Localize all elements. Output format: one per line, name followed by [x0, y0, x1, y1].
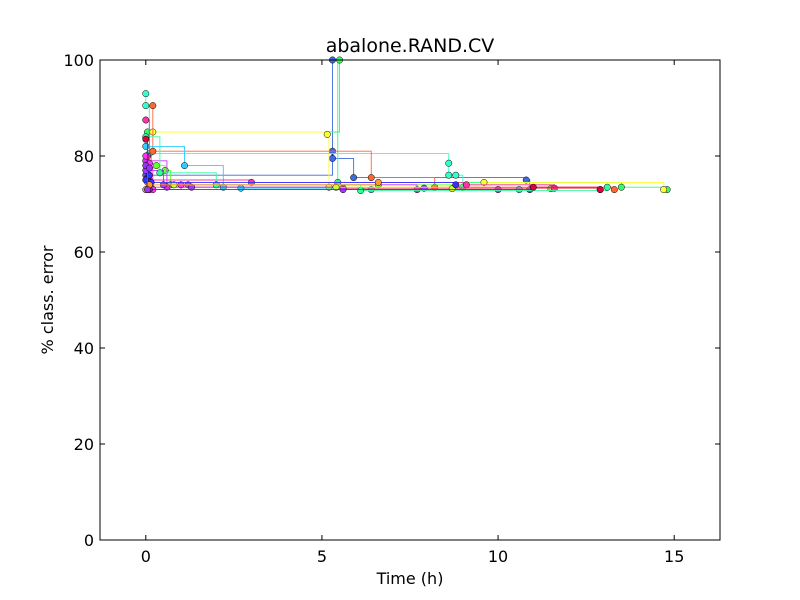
data-point [188, 183, 196, 191]
data-point [329, 154, 336, 162]
data-point [149, 147, 157, 155]
x-axis-title: Time (h) [376, 569, 444, 588]
y-tick-label: 80 [74, 147, 94, 166]
data-point [480, 178, 488, 186]
data-point [529, 183, 537, 191]
data-point [142, 152, 150, 160]
x-tick-label: 0 [141, 547, 151, 566]
data-point [149, 102, 157, 110]
data-point [367, 174, 375, 182]
chart-title: abalone.RAND.CV [326, 35, 495, 57]
y-axis: 0 20 40 60 80 100 [63, 51, 720, 550]
x-tick-label: 5 [317, 547, 327, 566]
y-tick-label: 0 [84, 531, 94, 550]
y-tick-label: 40 [74, 339, 94, 358]
data-point [617, 183, 625, 191]
data-point [350, 174, 358, 182]
data-point [332, 183, 340, 191]
data-point [610, 186, 618, 194]
series-17 [142, 162, 153, 194]
data-point [445, 171, 453, 179]
data-point [156, 169, 164, 177]
plot-frame [99, 59, 721, 541]
data-point [323, 130, 331, 138]
data-point [596, 186, 604, 194]
y-tick-label: 60 [74, 243, 94, 262]
data-point [462, 181, 470, 189]
data-point [142, 116, 150, 124]
data-point [603, 183, 611, 191]
data-point [357, 187, 365, 195]
data-point [142, 135, 150, 143]
plot-area [100, 60, 720, 540]
x-tick-label: 15 [664, 547, 684, 566]
y-axis-title: % class. error [38, 245, 57, 354]
data-point [145, 171, 153, 179]
data-point [142, 90, 150, 98]
data-point [374, 178, 382, 186]
data-point [452, 171, 460, 179]
y-tick-label: 100 [63, 51, 94, 70]
x-axis: 0 5 10 15 [141, 60, 684, 566]
data-point [445, 159, 453, 167]
data-point [181, 162, 188, 170]
data-point [144, 186, 152, 194]
x-tick-label: 10 [488, 547, 508, 566]
data-point [660, 186, 668, 194]
data-point [237, 184, 245, 192]
data-point [145, 164, 153, 172]
data-point [142, 142, 150, 150]
data-point [452, 181, 460, 189]
series-layer [142, 56, 671, 195]
data-point [522, 176, 530, 184]
y-tick-label: 20 [74, 435, 94, 454]
data-point [152, 162, 160, 170]
data-point [142, 102, 150, 110]
